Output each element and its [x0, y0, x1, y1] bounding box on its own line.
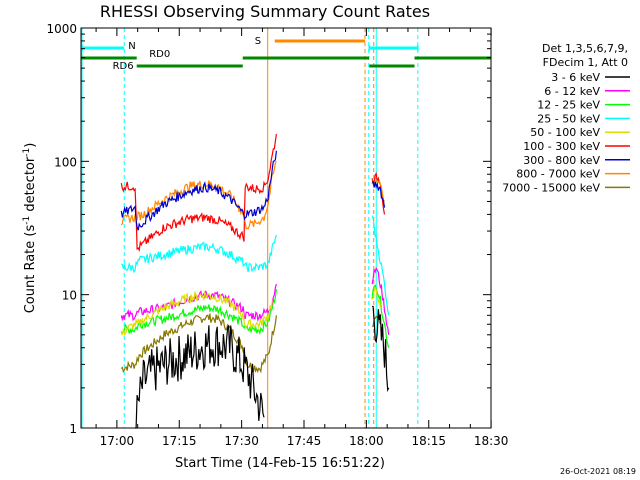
y-tick-label-0: 1	[69, 422, 77, 436]
instrument-state-overlays: N RD6 RD0 S	[81, 28, 491, 428]
series-1	[120, 266, 390, 335]
legend: Det 1,3,5,6,7,9, FDecim 1, Att 0 3 - 6 k…	[502, 42, 630, 194]
series-layer	[120, 134, 390, 429]
series-line-6-seg-1	[371, 180, 386, 208]
saa-label: S	[255, 36, 261, 47]
legend-header-2: FDecim 1, Att 0	[543, 56, 628, 69]
legend-entry-6: 300 - 800 keV	[523, 154, 600, 167]
x-tick-label-3: 17:45	[287, 434, 322, 448]
series-line-3-seg-0	[121, 234, 277, 274]
x-tick-label-6: 18:30	[474, 434, 509, 448]
chart-title: RHESSI Observing Summary Count Rates	[100, 2, 430, 21]
series-2	[120, 284, 390, 348]
series-line-0-seg-1	[371, 305, 390, 393]
series-line-2-seg-1	[371, 284, 390, 348]
y-axis-label-part3: )	[23, 143, 38, 148]
x-tick-label-5: 18:15	[411, 434, 446, 448]
timestamp: 26-Oct-2021 08:19	[560, 467, 636, 476]
series-line-1-seg-1	[371, 266, 390, 335]
series-4	[120, 287, 381, 336]
y-axis-label: Count Rate (s-1 detector-1)	[22, 143, 38, 314]
x-tick-label-1: 17:15	[162, 434, 197, 448]
series-7	[120, 160, 386, 230]
y-axis-label-part1: Count Rate (s	[23, 225, 38, 314]
x-axis-label: Start Time (14-Feb-15 16:51:22)	[175, 456, 385, 471]
legend-entry-3: 25 - 50 keV	[537, 112, 600, 125]
x-axis-ticks: 17:00 17:15 17:30 17:45 18:00 18:15 18:30	[95, 28, 509, 448]
legend-entry-8: 7000 - 15000 keV	[502, 181, 600, 194]
series-5	[120, 134, 386, 253]
y-axis-label-exp1: -1	[22, 216, 32, 225]
series-0	[135, 305, 390, 429]
y-tick-label-3: 1000	[46, 22, 77, 36]
series-line-6-seg-0	[120, 150, 277, 231]
series-line-0-seg-0	[135, 325, 265, 429]
series-line-7-seg-0	[120, 160, 277, 230]
x-tick-label-0: 17:00	[100, 434, 135, 448]
plot-frame	[80, 27, 492, 429]
legend-entry-5: 100 - 300 keV	[523, 140, 600, 153]
attenuator-label: N	[128, 41, 135, 52]
legend-header-1: Det 1,3,5,6,7,9,	[542, 42, 628, 55]
series-line-7-seg-1	[371, 179, 386, 202]
legend-entry-1: 6 - 12 keV	[544, 85, 600, 98]
legend-entry-2: 12 - 25 keV	[537, 99, 600, 112]
series-3	[121, 215, 390, 316]
legend-entry-0: 3 - 6 keV	[551, 71, 600, 84]
y-axis-ticks: 1 10 100 1000	[46, 22, 491, 436]
x-tick-label-4: 18:00	[349, 434, 384, 448]
series-line-2-seg-0	[120, 289, 277, 336]
series-line-4-seg-0	[120, 290, 273, 336]
y-tick-label-1: 10	[62, 289, 77, 303]
series-line-5-seg-0	[120, 134, 277, 253]
y-axis-label-exp2: -1	[22, 148, 32, 157]
series-line-5-seg-1	[371, 172, 386, 215]
x-tick-label-2: 17:30	[224, 434, 259, 448]
decimation-label-rd6: RD6	[113, 61, 134, 72]
series-line-3-seg-1	[371, 215, 390, 316]
series-6	[120, 150, 386, 231]
legend-entry-4: 50 - 100 keV	[530, 126, 600, 139]
y-tick-label-2: 100	[54, 155, 77, 169]
y-axis-label-part2: detector	[23, 156, 38, 216]
series-line-8-seg-0	[120, 313, 277, 374]
legend-entry-7: 800 - 7000 keV	[516, 168, 600, 181]
decimation-label-rd0: RD0	[149, 49, 170, 60]
series-line-1-seg-0	[120, 283, 277, 323]
series-line-4-seg-1	[371, 287, 381, 308]
